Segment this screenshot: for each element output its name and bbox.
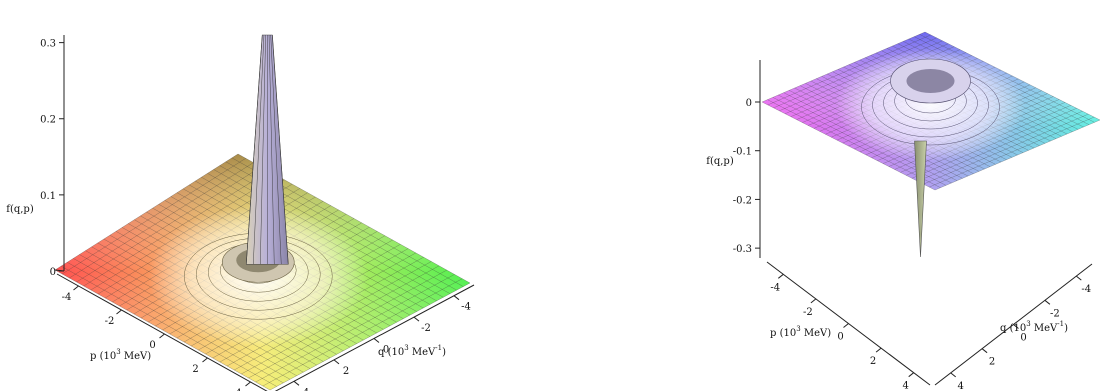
p-tick-mark xyxy=(245,381,251,387)
q-tick-mark xyxy=(453,295,460,301)
q-tick-mark xyxy=(950,372,957,378)
p-tick-label: -2 xyxy=(105,316,115,327)
q-tick-mark xyxy=(1013,324,1019,329)
p-tick-label: 4 xyxy=(903,381,909,391)
z-tick-label: 0.2 xyxy=(40,115,56,126)
right-surface-panel: 0 -0.1 -0.2 -0.3 f(q,p) -4 -2 0 2 4 p (103 MeV) 4 2 0… xyxy=(706,31,1101,391)
p-axis-label: p (103 MeV) xyxy=(770,325,831,339)
q-tick-mark xyxy=(373,338,380,343)
z-tick-label: -0.1 xyxy=(733,147,752,158)
z-tick-label: 0.3 xyxy=(40,39,56,50)
z-tick-label: 0 xyxy=(746,98,752,109)
q-axis-label: q (103 MeV-1) xyxy=(1000,320,1068,334)
p-tick-label: -2 xyxy=(803,307,813,318)
z-axis-label: f(q,p) xyxy=(706,156,734,167)
z-tick-label: 0.1 xyxy=(40,191,56,202)
q-tick-label: 2 xyxy=(343,366,349,377)
q-tick-mark xyxy=(1075,275,1082,281)
p-tick-label: 2 xyxy=(192,364,198,375)
q-tick-label: 4 xyxy=(958,381,964,391)
p-tick-label: 4 xyxy=(235,388,241,391)
q-tick-label: -4 xyxy=(1081,284,1091,295)
z-tick-label: -0.2 xyxy=(733,195,752,206)
surface-ring-hollow xyxy=(906,69,955,93)
p-tick-mark xyxy=(73,285,79,291)
p-tick-label: 2 xyxy=(870,356,876,367)
q-tick-label: -2 xyxy=(421,323,431,334)
p-tick-mark xyxy=(908,372,915,378)
surface-ring-bump xyxy=(835,49,1026,161)
p-tick-label: -4 xyxy=(62,292,72,303)
q-tick-label: 2 xyxy=(989,357,995,368)
q-tick-label: -2 xyxy=(1050,308,1060,319)
q-tick-label: 0 xyxy=(383,345,389,356)
p-tick-mark xyxy=(116,309,122,315)
q-tick-label: -4 xyxy=(461,302,471,313)
p-tick-mark xyxy=(843,323,849,328)
p-tick-mark xyxy=(777,273,784,279)
z-tick-label: -0.3 xyxy=(733,244,752,255)
q-tick-mark xyxy=(981,348,988,354)
left-surface-panel: 0 0.1 0.2 0.3 f(q,p) -4 -2 0 2 4 p (103 MeV) 4 2 0 -2 -… xyxy=(6,34,475,391)
q-tick-mark xyxy=(333,359,340,365)
p-tick-label: 0 xyxy=(837,332,843,343)
z-axis-label: f(q,p) xyxy=(6,204,34,215)
q-tick-mark xyxy=(413,316,420,322)
p-tick-mark xyxy=(875,347,882,353)
p-tick-mark xyxy=(159,333,165,339)
q-tick-mark xyxy=(293,380,300,386)
p-tick-mark xyxy=(202,357,208,363)
p-tick-label: 0 xyxy=(149,340,155,351)
q-tick-label: 4 xyxy=(303,387,309,391)
q-tick-mark xyxy=(1044,299,1051,305)
z-tick-label: 0 xyxy=(50,267,56,278)
surface-trough-spike xyxy=(914,140,927,258)
q-axis-label: q (103 MeV-1) xyxy=(378,344,446,358)
surface-peak-lines xyxy=(246,34,289,265)
p-tick-label: -4 xyxy=(770,282,780,293)
p-axis-label: p (103 MeV) xyxy=(90,348,151,362)
q-tick-label: 0 xyxy=(1020,333,1026,344)
p-tick-mark xyxy=(810,298,817,304)
